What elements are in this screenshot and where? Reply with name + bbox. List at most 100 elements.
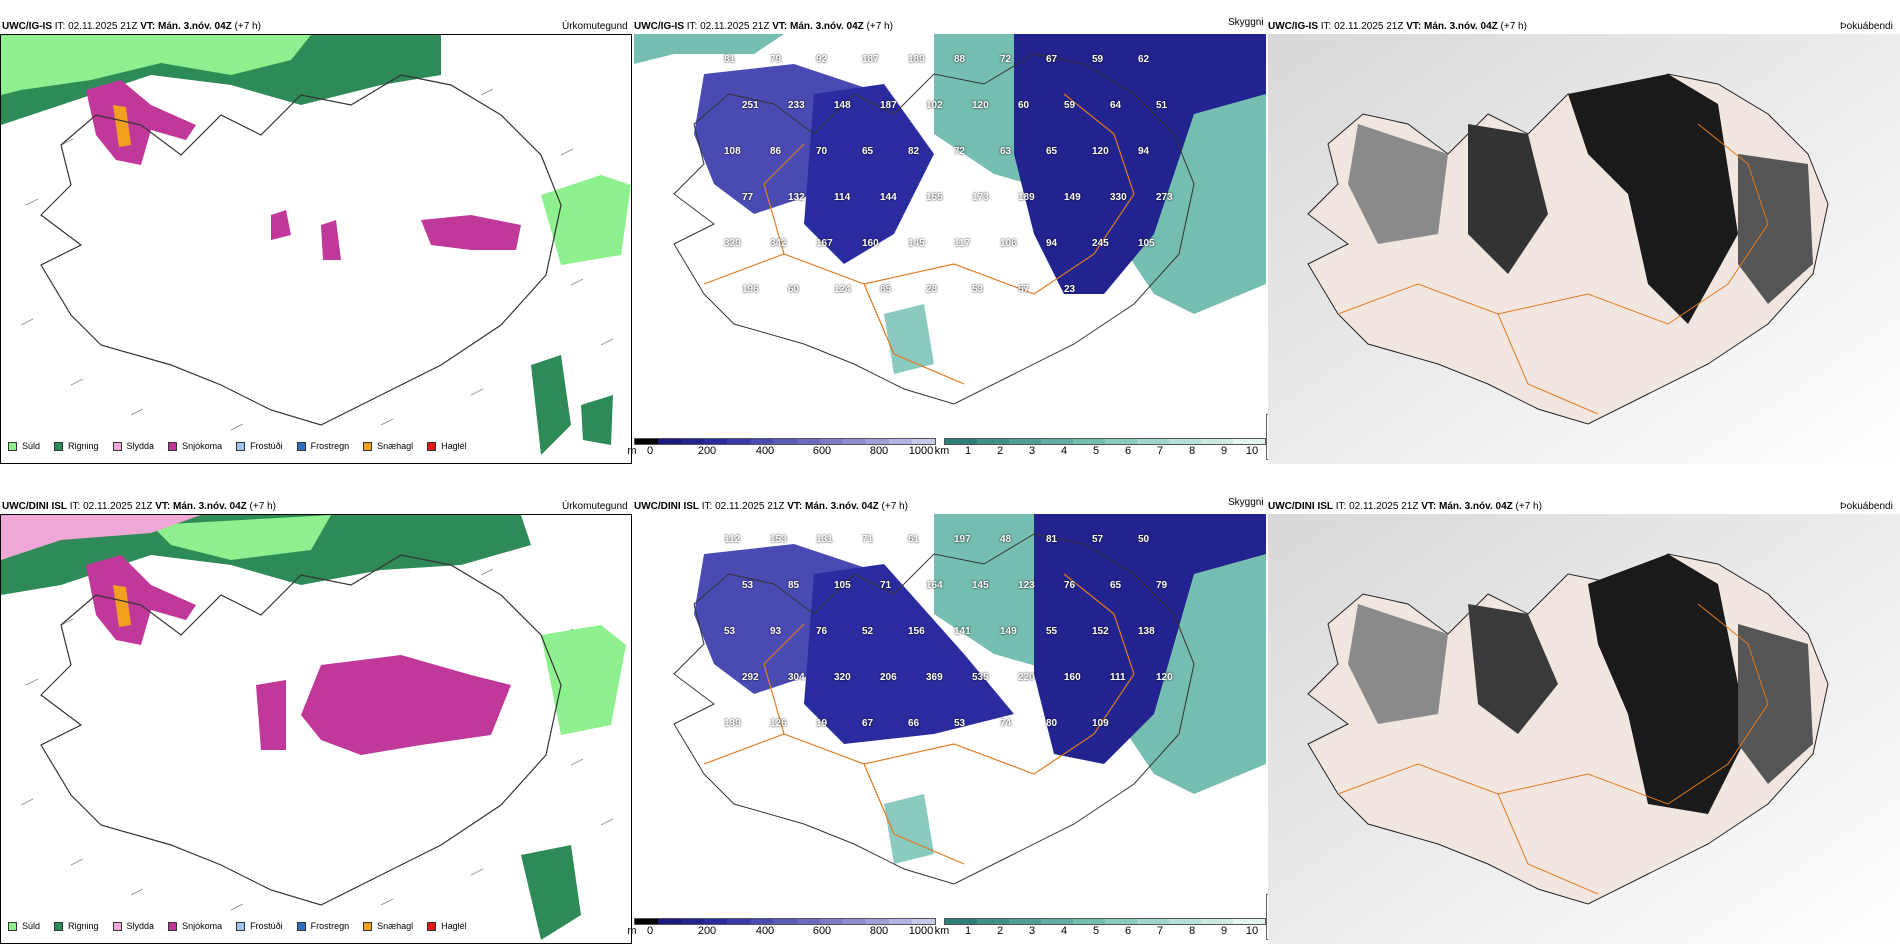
tick: 3 (1028, 445, 1036, 457)
legend-item-freezing-rain: Frostregn (296, 921, 349, 931)
drizzle-area (1, 35, 311, 95)
legend-item-hail: Haglél (427, 921, 467, 931)
colorbar-step (977, 919, 1009, 924)
fog-grey-area (1738, 624, 1813, 784)
colorbar-step (635, 439, 659, 444)
model-header: UWC/IG-IS IT: 02.11.2025 21Z VT: Mán. 3.… (2, 21, 261, 32)
swatch (363, 441, 373, 451)
rain-area (531, 355, 571, 455)
precip-type-svg (1, 515, 626, 940)
ceiling-height-label: 120 (972, 100, 989, 111)
ceiling-height-label: 152 (1092, 626, 1109, 637)
colorbar-step (911, 919, 936, 924)
ceiling-height-label: 206 (880, 672, 897, 683)
tick: 4 (1060, 925, 1068, 937)
snow-area (256, 680, 286, 750)
ceiling-height-label: 187 (880, 100, 897, 111)
road-network (703, 93, 1135, 385)
colorbar-step (1009, 919, 1041, 924)
colorbar-step (888, 439, 912, 444)
tick: 4 (1060, 445, 1068, 457)
ceiling-height-label: 48 (1000, 534, 1012, 545)
drizzle-area (541, 175, 631, 265)
ceiling-height-label: 79 (1156, 580, 1168, 591)
ceiling-height-label: 62 (1138, 54, 1150, 65)
ceiling-height-label: 50 (1138, 534, 1150, 545)
colorbar-step (1105, 439, 1137, 444)
legend-item-freezing-drizzle: Frostúði (236, 441, 283, 451)
ceiling-height-label: 70 (816, 146, 828, 157)
fog-map (1268, 514, 1900, 944)
swatch (8, 921, 17, 931)
colorbar-step (1137, 439, 1169, 444)
ceiling-height-label: 76 (816, 626, 828, 637)
visibility-field (634, 34, 784, 64)
ceiling-labels: 112 153 131 71 61 197 48 81 57 50 53 85 105 71 164 145 1… (634, 514, 1266, 914)
ceiling-height-label: 187 (862, 54, 879, 65)
colorbar-step (658, 919, 682, 924)
colorbar-step (773, 439, 797, 444)
legend-item-hail: Haglél (427, 441, 467, 451)
ceiling-height-label: 64 (1110, 100, 1122, 111)
ceiling-height-label: 111 (1110, 672, 1126, 683)
road-network (1337, 603, 1769, 895)
panel-title-precip-type: Úrkomutegund (562, 21, 628, 32)
ceiling-height-label: 114 (834, 192, 851, 203)
colorbar-step (1041, 439, 1073, 444)
colorbar-step (1169, 439, 1201, 444)
ceiling-height-label: 138 (1138, 626, 1155, 637)
swatch (427, 441, 437, 451)
colorbar-step (727, 919, 751, 924)
ceiling-height-label: 173 (972, 192, 989, 203)
ceiling-height-label: 19 (816, 718, 828, 729)
swatch (296, 441, 306, 451)
precip-type-map (0, 34, 632, 464)
ceiling-height-label: 53 (724, 626, 736, 637)
tick: 600 (812, 925, 832, 937)
tick: 600 (812, 445, 832, 457)
legend-item-rain: Rigning (54, 441, 99, 451)
ceiling-colorbar-ticks: m 0 200 400 600 800 1000 (627, 925, 936, 939)
colorbar-step (888, 919, 912, 924)
tick: 5 (1092, 925, 1100, 937)
swatch (8, 441, 17, 451)
ceiling-height-label: 245 (1092, 238, 1109, 249)
ceiling-height-label: 106 (1000, 238, 1017, 249)
ceiling-height-label: 330 (1110, 192, 1127, 203)
fog-svg (1268, 34, 1900, 464)
tick: 800 (869, 925, 889, 937)
visibility-unit: km (934, 925, 950, 937)
iceland-outline (673, 533, 1195, 885)
ceiling-height-label: 94 (1046, 238, 1058, 249)
visibility-colorbar: km 1 2 3 4 5 6 7 8 9 10 (935, 438, 1266, 459)
tick: 7 (1156, 925, 1164, 937)
snow-area (321, 220, 341, 260)
tick: 0 (646, 445, 654, 457)
colorbar-step (704, 439, 728, 444)
legend-item-rain: Rigning (54, 921, 99, 931)
ceiling-height-label: 155 (926, 192, 943, 203)
ceiling-height-label: 59 (1092, 54, 1104, 65)
model-header: UWC/DINI ISL IT: 02.11.2025 21Z VT: Mán.… (1268, 501, 1542, 512)
tick: 800 (869, 445, 889, 457)
panel-title-precip-type: Úrkomutegund (562, 501, 628, 512)
ceiling-height-label: 65 (1110, 580, 1122, 591)
ceiling-height-label: 65 (1046, 146, 1058, 157)
ceiling-height-label: 72 (1000, 54, 1012, 65)
visibility-unit: km (934, 445, 950, 457)
swatch (296, 921, 306, 931)
ceiling-height-label: 145 (908, 238, 925, 249)
ceiling-height-label: 220 (1018, 672, 1035, 683)
visibility-map: 81 79 92 187 189 88 72 67 59 62 251 233 148 187 102 120… (634, 34, 1266, 434)
visibility-map: 112 153 131 71 61 197 48 81 57 50 53 85 105 71 164 145 1… (634, 514, 1266, 914)
colorbar-step (1201, 919, 1233, 924)
panel-title-fog: Þokuábendi (1840, 501, 1893, 512)
ceiling-height-label: 197 (954, 534, 971, 545)
precip-type-svg (1, 35, 631, 455)
ceiling-height-label: 55 (1046, 626, 1058, 637)
ceiling-height-label: 80 (1046, 718, 1058, 729)
ceiling-height-label: 124 (834, 284, 851, 295)
ceiling-height-label: 85 (788, 580, 800, 591)
ceiling-height-label: 149 (1000, 626, 1017, 637)
ceiling-height-label: 123 (1018, 580, 1035, 591)
